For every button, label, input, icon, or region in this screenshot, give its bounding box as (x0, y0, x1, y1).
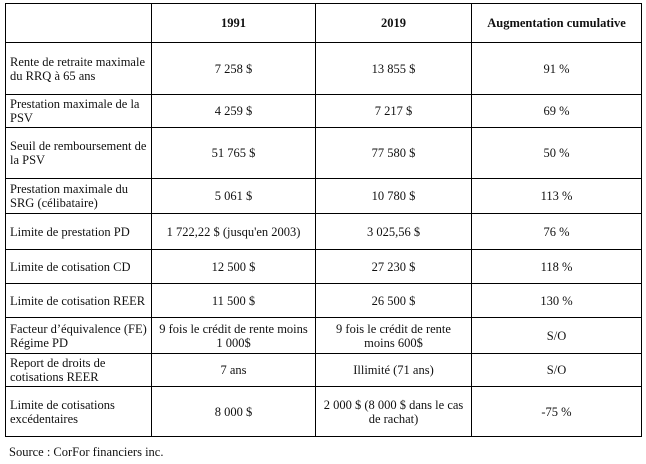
value-2019: 77 580 $ (315, 127, 472, 179)
value-1991: 7 258 $ (151, 42, 316, 95)
row-label: Prestation maximale du SRG (célibataire) (5, 178, 152, 214)
value-augmentation: 130 % (471, 283, 642, 318)
value-augmentation: 118 % (471, 249, 642, 284)
value-augmentation: 91 % (471, 42, 642, 95)
value-augmentation: 113 % (471, 178, 642, 214)
value-1991: 9 fois le crédit de rente moins 1 000$ (151, 317, 316, 354)
value-1991: 4 259 $ (151, 94, 316, 128)
value-1991: 12 500 $ (151, 249, 316, 284)
row-label: Rente de retraite maximale du RRQ à 65 a… (5, 42, 152, 95)
value-augmentation: 50 % (471, 127, 642, 179)
header-row: 1991 2019 Augmentation cumulative (5, 3, 642, 43)
table-row: Prestation maximale du SRG (célibataire)… (5, 178, 642, 214)
value-2019: 27 230 $ (315, 249, 472, 284)
table-row: Seuil de remboursement de la PSV 51 765 … (5, 127, 642, 179)
row-label: Seuil de remboursement de la PSV (5, 127, 152, 179)
value-1991: 8 000 $ (151, 386, 316, 437)
value-augmentation: -75 % (471, 386, 642, 437)
row-label: Limite de cotisations excédentaires (5, 386, 152, 437)
table-row: Prestation maximale de la PSV 4 259 $ 7 … (5, 94, 642, 128)
header-1991: 1991 (151, 3, 316, 43)
value-2019: 26 500 $ (315, 283, 472, 318)
value-2019: 3 025,56 $ (315, 213, 472, 250)
value-1991: 51 765 $ (151, 127, 316, 179)
value-1991: 7 ans (151, 353, 316, 387)
value-augmentation: 69 % (471, 94, 642, 128)
value-2019: 13 855 $ (315, 42, 472, 95)
value-2019: 2 000 $ (8 000 $ dans le cas de rachat) (315, 386, 472, 437)
row-label: Report de droits de cotisations REER (5, 353, 152, 387)
source-note: Source : CorFor financiers inc. (9, 445, 164, 459)
table-row: Facteur d’équivalence (FE) Régime PD 9 f… (5, 317, 642, 354)
value-2019: Illimité (71 ans) (315, 353, 472, 387)
comparison-table: 1991 2019 Augmentation cumulative Rente … (5, 3, 642, 437)
header-cell-empty (5, 3, 152, 43)
table-row: Limite de cotisations excédentaires 8 00… (5, 386, 642, 437)
value-2019: 9 fois le crédit de rente moins 600$ (315, 317, 472, 354)
row-label: Limite de cotisation REER (5, 283, 152, 318)
row-label: Prestation maximale de la PSV (5, 94, 152, 128)
value-augmentation: S/O (471, 353, 642, 387)
value-1991: 1 722,22 $ (jusqu'en 2003) (151, 213, 316, 250)
value-1991: 11 500 $ (151, 283, 316, 318)
table-row: Rente de retraite maximale du RRQ à 65 a… (5, 42, 642, 95)
table-row: Limite de prestation PD 1 722,22 $ (jusq… (5, 213, 642, 250)
table-row: Limite de cotisation CD 12 500 $ 27 230 … (5, 249, 642, 284)
value-augmentation: S/O (471, 317, 642, 354)
header-2019: 2019 (315, 3, 472, 43)
table-row: Limite de cotisation REER 11 500 $ 26 50… (5, 283, 642, 318)
header-augmentation: Augmentation cumulative (471, 3, 642, 43)
value-2019: 7 217 $ (315, 94, 472, 128)
row-label: Limite de cotisation CD (5, 249, 152, 284)
value-augmentation: 76 % (471, 213, 642, 250)
value-2019: 10 780 $ (315, 178, 472, 214)
value-1991: 5 061 $ (151, 178, 316, 214)
table-row: Report de droits de cotisations REER 7 a… (5, 353, 642, 387)
row-label: Limite de prestation PD (5, 213, 152, 250)
row-label: Facteur d’équivalence (FE) Régime PD (5, 317, 152, 354)
